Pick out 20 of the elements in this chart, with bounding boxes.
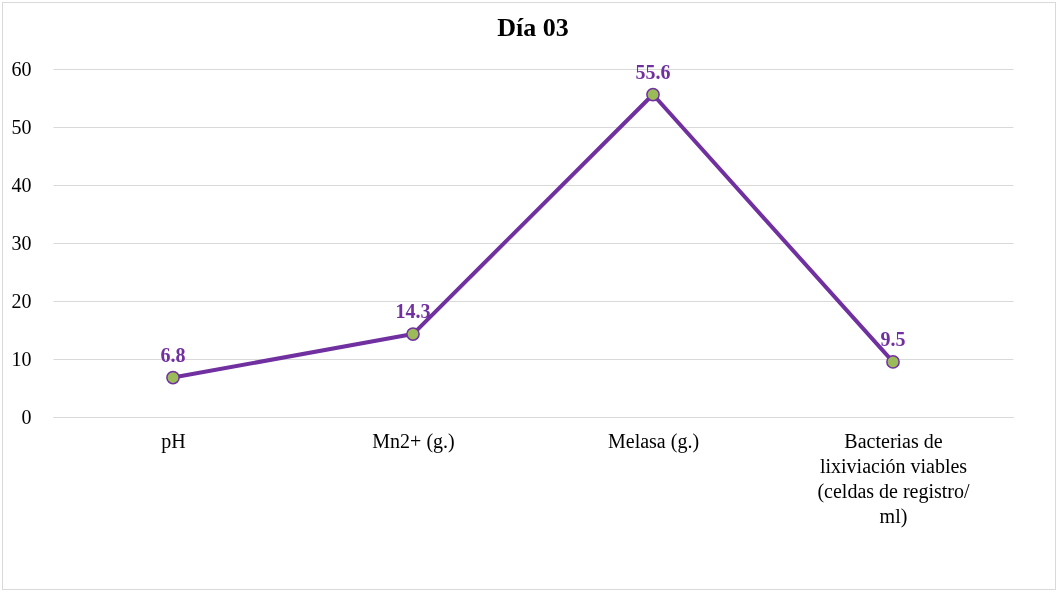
y-tick-label: 30 xyxy=(11,231,32,254)
point xyxy=(646,87,660,102)
y-tick-label: 50 xyxy=(11,115,32,138)
data-label: 55.6 xyxy=(635,60,671,83)
point xyxy=(886,355,900,369)
data-label: 14.3 xyxy=(395,300,431,323)
x-tick-label: pH xyxy=(161,429,186,453)
y-tick-label: 0 xyxy=(21,405,32,428)
y-tick-label: 10 xyxy=(11,347,32,370)
point xyxy=(406,327,420,341)
data-label: 6.8 xyxy=(160,343,186,366)
x-tick-label: Melasa (g.) xyxy=(607,429,700,453)
chart-title: Día 03 xyxy=(497,13,569,42)
x-tick-label: Mn2+ (g.) xyxy=(372,429,455,453)
y-tick-label: 60 xyxy=(11,57,32,80)
y-tick-label: 20 xyxy=(11,289,32,312)
point xyxy=(166,370,180,385)
data-label: 9.5 xyxy=(880,327,906,350)
x-tick-label: Bacterias de lixiviación viables (celdas de registro/ ml) xyxy=(817,429,971,528)
y-tick-label: 40 xyxy=(11,173,32,196)
